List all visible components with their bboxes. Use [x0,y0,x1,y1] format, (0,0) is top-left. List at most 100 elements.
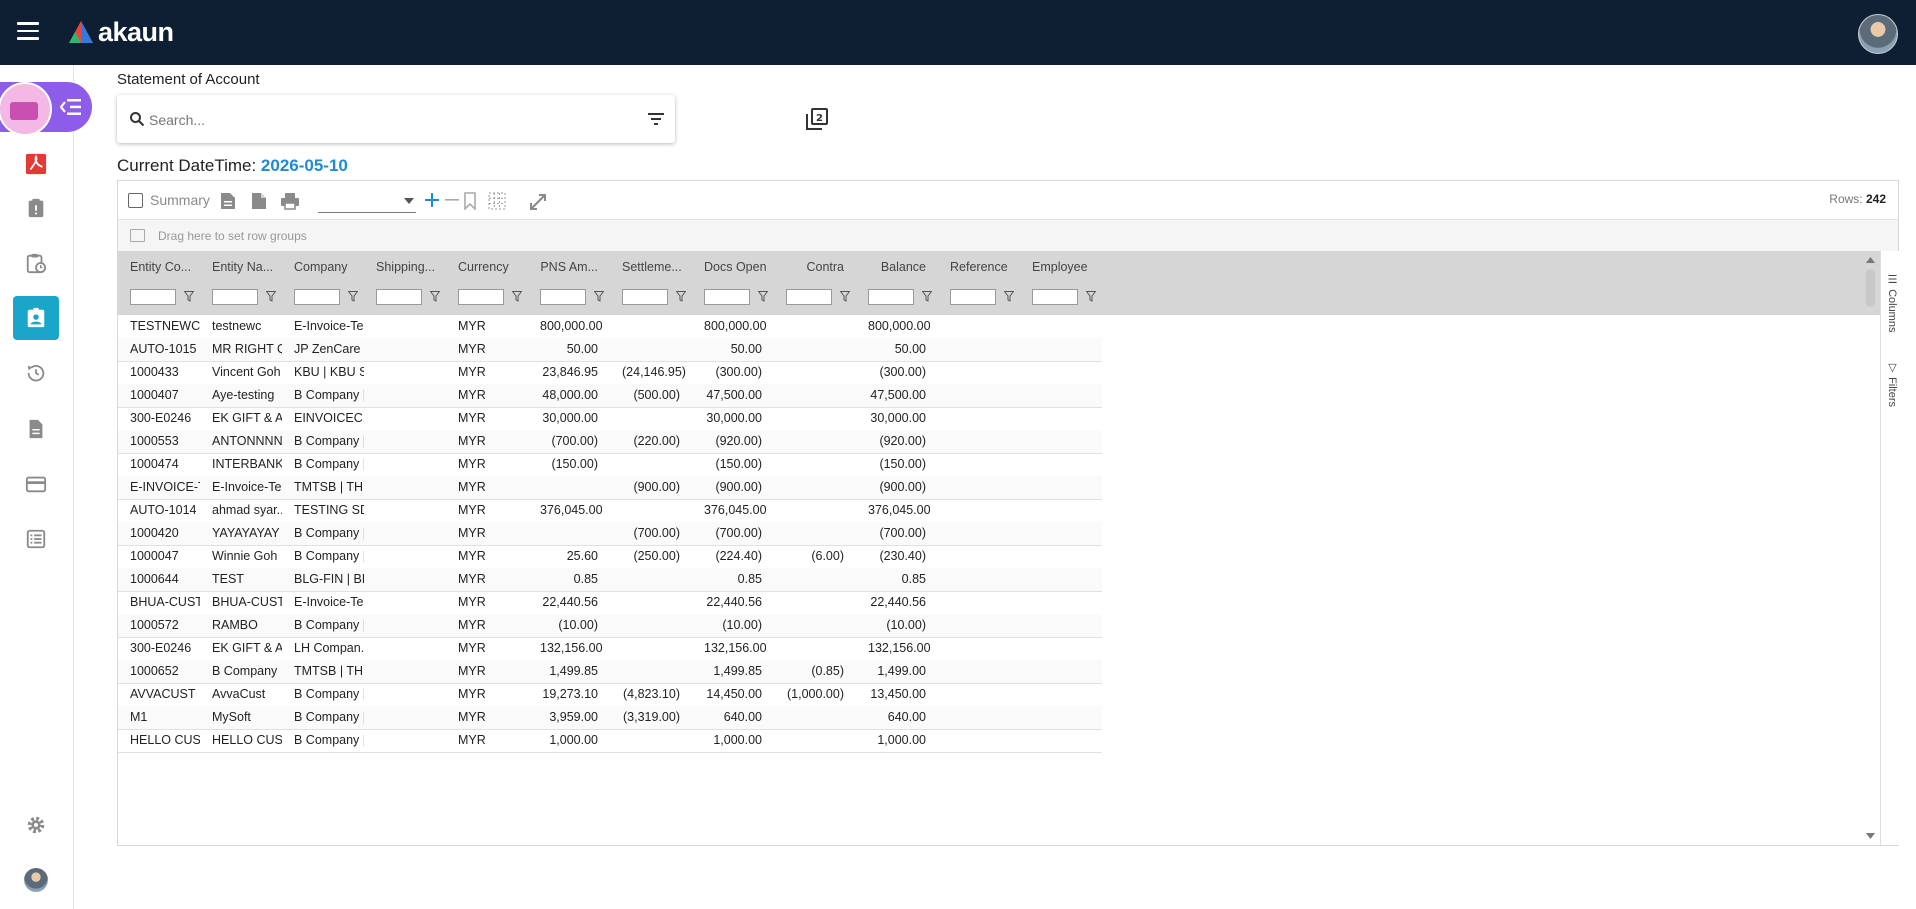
column-filter-input[interactable] [868,289,914,305]
table-row[interactable]: 1000652 B Company TMTSB | TH... MYR 1,499.85… [118,660,1102,684]
filter-funnel-icon[interactable] [1086,291,1096,302]
columns-tab[interactable]: ☰ Columns [1881,273,1899,332]
filter-list-icon[interactable] [647,112,665,126]
search-input[interactable] [147,108,631,132]
summary-checkbox[interactable] [128,193,143,208]
column-header-company[interactable]: Company [294,260,348,274]
table-row[interactable]: 1000433 Vincent Goh KBU | KBU S... MYR 23,84… [118,361,1102,385]
export-file-icon[interactable] [251,192,267,210]
column-header-contra[interactable]: Contra [806,260,844,274]
filter-funnel-icon[interactable] [594,291,604,302]
table-row[interactable]: AUTO-1015 MR RIGHT Q... JP ZenCare |... MYR… [118,338,1102,362]
sidebar-item-settings[interactable] [13,803,59,847]
history-icon [27,364,45,382]
add-icon[interactable] [424,192,440,208]
user-avatar[interactable] [1858,14,1898,54]
table-row[interactable]: BHUA-CUST... BHUA-CUST... E-Invoice-Te... M… [118,591,1102,615]
table-row[interactable]: HELLO CUST... HELLO CUST... B Company |...… [118,729,1102,753]
column-filter-input[interactable] [212,289,258,305]
table-row[interactable]: 1000572 RAMBO B Company |... MYR (10.00) (10.… [118,614,1102,638]
copy-sheets-icon[interactable]: 2 [806,108,828,130]
filter-funnel-icon[interactable] [430,291,440,302]
scroll-up-icon[interactable] [1866,257,1875,263]
table-row[interactable]: 300-E0246 EK GIFT & A... EINVOICEC... MYR 30… [118,407,1102,431]
filter-funnel-icon[interactable] [676,291,686,302]
grid-select-icon[interactable] [488,192,506,210]
app-switcher[interactable] [0,82,92,136]
column-header-settleme[interactable]: Settleme... [622,260,682,274]
print-icon[interactable] [280,192,300,210]
table-cell: MR RIGHT Q... [212,342,282,356]
filter-funnel-icon[interactable] [184,291,194,302]
table-row[interactable]: 1000553 ANTONNNN B Company |... MYR (700.00)… [118,430,1102,454]
filter-funnel-icon[interactable] [758,291,768,302]
column-header-reference[interactable]: Reference [950,260,1008,274]
column-header-docs-open[interactable]: Docs Open [704,260,767,274]
column-header-employee[interactable]: Employee [1032,260,1088,274]
column-filter [446,285,528,309]
export-doc-icon[interactable] [220,192,236,210]
menu-open-icon[interactable] [60,98,82,116]
table-cell: E-Invoice-Te... [294,595,364,609]
sidebar-item-statement[interactable] [13,296,59,340]
column-filter-input[interactable] [376,289,422,305]
table-row[interactable]: 1000407 Aye-testing B Company |... MYR 48,00… [118,384,1102,408]
table-row[interactable]: 300-E0246 EK GIFT & A... LH Compan... MYR 13… [118,637,1102,661]
pdf-icon [25,153,47,175]
column-filter-input[interactable] [458,289,504,305]
column-header-balance[interactable]: Balance [880,260,926,274]
column-filter-input[interactable] [786,289,832,305]
table-cell: (700.00) [551,434,598,448]
table-cell: 23,846.95 [542,365,598,379]
view-select[interactable] [318,190,416,213]
app-logo[interactable]: akaun [68,17,174,47]
table-row[interactable]: 1000474 INTERBANK ... B Company |... MYR (15… [118,453,1102,477]
column-header-currency[interactable]: Currency [458,260,509,274]
filters-tab[interactable]: ▽ Filters [1881,361,1899,407]
column-filter-input[interactable] [950,289,996,305]
filter-funnel-icon[interactable] [266,291,276,302]
bookmark-icon[interactable] [463,192,477,210]
table-row[interactable]: 1000047 Winnie Goh B Company |... MYR 25.60 (… [118,545,1102,569]
left-sidebar [0,65,92,909]
column-filter-input[interactable] [622,289,668,305]
sidebar-item-document[interactable] [13,407,59,451]
expand-icon[interactable] [528,192,548,212]
hamburger-menu-icon[interactable] [17,22,39,42]
table-row[interactable]: 1000420 YAYAYAYAY B Company |... MYR (700.00… [118,522,1102,546]
filter-funnel-icon[interactable] [922,291,932,302]
sidebar-item-clipboard-clock[interactable] [13,241,59,285]
scroll-thumb[interactable] [1866,269,1875,307]
filter-funnel-icon[interactable] [840,291,850,302]
table-row[interactable]: TESTNEWC testnewc E-Invoice-Te... MYR 800,00… [118,315,1102,339]
remove-icon[interactable] [444,192,460,208]
table-cell: 1000474 [130,457,179,471]
sidebar-item-list[interactable] [13,517,59,561]
sidebar-item-profile[interactable] [13,858,59,902]
table-cell [364,338,446,361]
table-row[interactable]: E-INVOICE-T... E-Invoice-Te... TMTSB | TH.… [118,476,1102,500]
column-header-entity-na[interactable]: Entity Na... [212,260,274,274]
sidebar-item-pdf[interactable] [13,142,59,186]
table-row[interactable]: M1 MySoft B Company |... MYR 3,959.00 (3,319.… [118,706,1102,730]
column-header-pns-am[interactable]: PNS Am... [540,260,598,274]
table-row[interactable]: 1000644 TEST BLG-FIN | BL... MYR 0.85 0.85 0.8… [118,568,1102,592]
scroll-down-icon[interactable] [1866,833,1875,839]
sidebar-item-history[interactable] [13,351,59,395]
column-filter-input[interactable] [294,289,340,305]
column-filter-input[interactable] [540,289,586,305]
column-filter-input[interactable] [704,289,750,305]
column-header-shipping[interactable]: Shipping... [376,260,436,274]
sidebar-item-payment[interactable] [13,462,59,506]
table-row[interactable]: AVVACUST AvvaCust B Company |... MYR 19,273.… [118,683,1102,707]
filter-funnel-icon[interactable] [348,291,358,302]
column-filter-input[interactable] [1032,289,1078,305]
column-header-entity-co[interactable]: Entity Co... [130,260,192,274]
filter-funnel-icon[interactable] [512,291,522,302]
table-row[interactable]: AUTO-1014 ahmad syar... TESTING SD... MYR 37… [118,499,1102,523]
sidebar-item-clipboard-alert[interactable] [13,186,59,230]
filter-funnel-icon[interactable] [1004,291,1014,302]
vertical-scrollbar[interactable] [1862,251,1880,845]
row-group-panel[interactable]: Drag here to set row groups [118,219,1898,252]
column-filter-input[interactable] [130,289,176,305]
